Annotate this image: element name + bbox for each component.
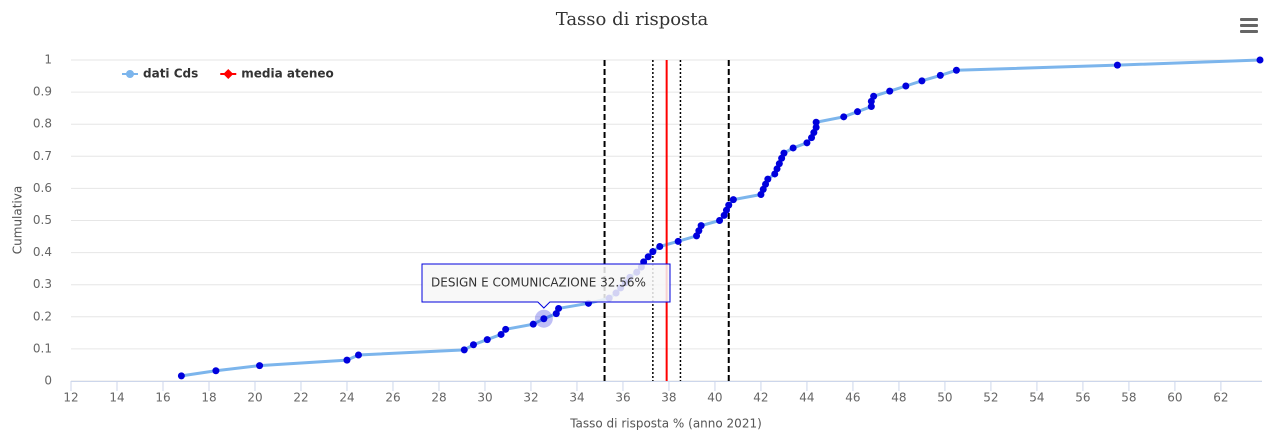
data-point [886, 87, 894, 95]
data-point [697, 222, 705, 230]
data-point [502, 325, 510, 333]
data-point [918, 77, 926, 85]
data-point [936, 71, 944, 79]
data-point [1113, 61, 1121, 69]
data-point [1256, 56, 1264, 64]
chart-title: Tasso di risposta [556, 9, 709, 30]
data-point [764, 175, 772, 183]
x-tick-label: 26 [385, 391, 400, 405]
data-point [870, 92, 878, 100]
data-point [854, 108, 862, 116]
x-tick-label: 44 [799, 391, 814, 405]
data-point [540, 315, 548, 323]
data-point [497, 330, 505, 338]
y-axis-title: Cumulativa [11, 186, 25, 254]
y-tick-label: 0.5 [33, 213, 52, 227]
x-tick-label: 36 [615, 391, 630, 405]
data-point [674, 237, 682, 245]
x-tick-label: 34 [569, 391, 584, 405]
data-point [812, 123, 820, 131]
legend-label: dati Cds [143, 67, 198, 81]
menu-bar [1240, 30, 1258, 33]
x-axis-title: Tasso di risposta % (anno 2021) [569, 417, 762, 431]
data-point [812, 118, 820, 126]
tooltip-box [421, 263, 671, 309]
legend-label: media ateneo [241, 67, 334, 81]
x-tick-label: 18 [201, 391, 216, 405]
legend-symbol [126, 70, 134, 78]
x-tick-label: 56 [1075, 391, 1090, 405]
tooltip-text: DESIGN E COMUNICAZIONE 32.56% [431, 276, 646, 290]
menu-bar [1240, 18, 1258, 21]
x-tick-label: 62 [1213, 391, 1228, 405]
y-tick-label: 0.8 [33, 117, 52, 131]
x-tick-label: 14 [109, 391, 124, 405]
x-tick-label: 24 [339, 391, 354, 405]
menu-bar [1240, 24, 1258, 27]
y-tick-label: 0.6 [33, 181, 52, 195]
x-tick-label: 28 [431, 391, 446, 405]
data-point [483, 336, 491, 344]
data-point [656, 243, 664, 251]
data-point [840, 113, 848, 121]
data-point [256, 362, 264, 370]
x-tick-label: 60 [1167, 391, 1182, 405]
x-tick-label: 54 [1029, 391, 1044, 405]
x-tick-label: 16 [155, 391, 170, 405]
x-tick-label: 42 [753, 391, 768, 405]
x-tick-label: 50 [937, 391, 952, 405]
tooltip: DESIGN E COMUNICAZIONE 32.56% [421, 263, 671, 309]
y-tick-label: 1 [44, 53, 52, 67]
menu-button[interactable] [1240, 18, 1258, 33]
x-tick-label: 22 [293, 391, 308, 405]
data-point [469, 341, 477, 349]
data-point [644, 253, 652, 261]
data-point [803, 139, 811, 147]
x-tick-label: 30 [477, 391, 492, 405]
data-point [354, 351, 362, 359]
data-point [902, 82, 910, 90]
data-point [529, 320, 537, 328]
data-point [867, 103, 875, 111]
x-tick-label: 32 [523, 391, 538, 405]
y-tick-label: 0.9 [33, 85, 52, 99]
data-point [716, 217, 724, 224]
data-point [212, 367, 220, 375]
data-point [460, 346, 468, 354]
data-point [952, 66, 960, 74]
data-point [780, 149, 788, 157]
x-tick-label: 58 [1121, 391, 1136, 405]
x-tick-label: 12 [63, 391, 78, 405]
data-point [343, 356, 351, 364]
x-tick-label: 52 [983, 391, 998, 405]
data-point [775, 160, 783, 168]
data-point [789, 144, 797, 152]
y-tick-label: 0.1 [33, 341, 52, 355]
x-tick-label: 38 [661, 391, 676, 405]
data-point [555, 304, 563, 312]
y-tick-label: 0.7 [33, 149, 52, 163]
legend-symbol [223, 69, 234, 79]
data-point [649, 248, 657, 256]
y-tick-label: 0.4 [33, 245, 52, 259]
x-tick-label: 20 [247, 391, 262, 405]
x-tick-label: 40 [707, 391, 722, 405]
hover-halo [534, 309, 553, 328]
y-tick-label: 0 [44, 374, 52, 388]
x-tick-label: 46 [845, 391, 860, 405]
data-point [729, 196, 737, 204]
y-tick-label: 0.2 [33, 309, 52, 323]
y-tick-label: 0.3 [33, 277, 52, 291]
x-tick-label: 48 [891, 391, 906, 405]
data-point [177, 372, 185, 380]
data-point [725, 201, 733, 209]
